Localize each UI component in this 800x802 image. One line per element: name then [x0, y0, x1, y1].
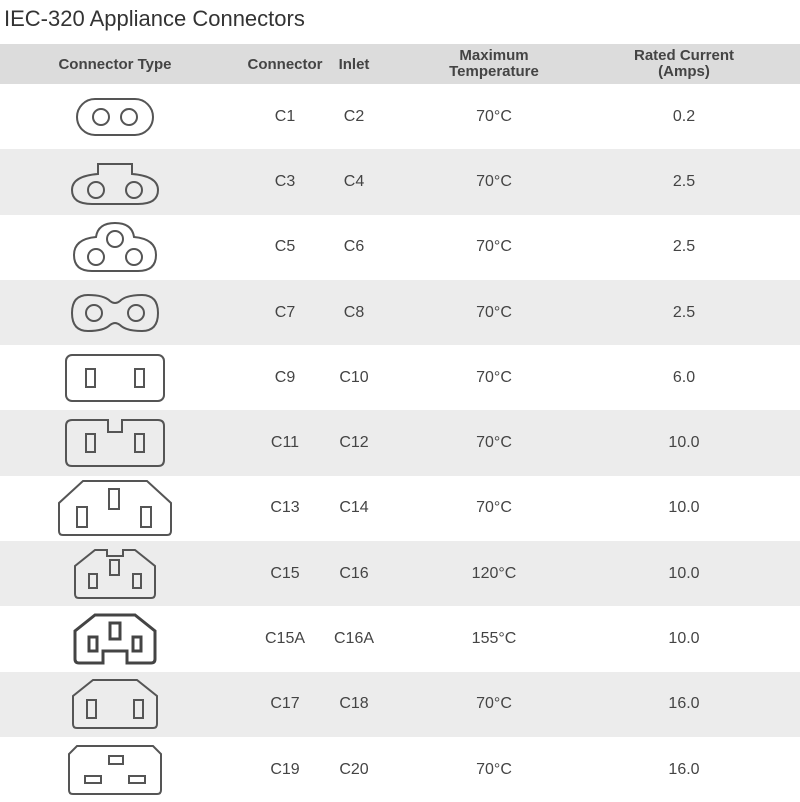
c1-connector-icon — [0, 91, 230, 143]
current-cell: 10.0 — [668, 499, 700, 517]
connector-cell: C19 — [270, 760, 300, 778]
inlet-cell: C20 — [339, 760, 369, 778]
inlet-cell: C4 — [343, 172, 365, 190]
current-cell: 6.0 — [672, 368, 696, 386]
temperature-cell: 70°C — [476, 368, 512, 386]
inlet-cell: C16 — [339, 564, 369, 582]
c3-connector-icon — [0, 154, 230, 210]
current-cell: 0.2 — [672, 107, 696, 125]
temperature-cell: 155°C — [471, 630, 517, 648]
c5-connector-icon — [0, 217, 230, 277]
current-cell: 2.5 — [672, 238, 696, 256]
page-title: IEC-320 Appliance Connectors — [4, 6, 305, 31]
c19-connector-icon — [0, 742, 230, 798]
table-row: C15 C16 120°C 10.0 — [0, 541, 800, 607]
inlet-cell: C14 — [339, 499, 369, 517]
temperature-cell: 70°C — [476, 760, 512, 778]
table-row: C7 C8 70°C 2.5 — [0, 279, 800, 346]
connector-cell: C15A — [264, 630, 306, 648]
table-row: C17 C18 70°C 16.0 — [0, 671, 800, 737]
inlet-cell: C6 — [343, 238, 365, 256]
table-row: C1 C2 70°C 0.2 — [0, 84, 800, 150]
temperature-cell: 120°C — [471, 564, 517, 582]
connector-cell: C3 — [274, 172, 296, 190]
temperature-cell: 70°C — [476, 303, 512, 321]
connector-cell: C9 — [274, 368, 296, 386]
temperature-cell: 70°C — [476, 499, 512, 517]
current-cell: 16.0 — [668, 760, 700, 778]
table-header: Connector Type Connector Inlet Maximum T… — [0, 44, 800, 84]
connector-cell: C17 — [270, 695, 300, 713]
connector-cell: C11 — [270, 434, 300, 452]
current-cell: 10.0 — [668, 564, 700, 582]
table-row: C3 C4 70°C 2.5 — [0, 149, 800, 215]
header-current-line2: (Amps) — [658, 63, 710, 80]
table-row: C13 C14 70°C 10.0 — [0, 475, 800, 542]
c15-connector-icon — [0, 546, 230, 602]
temperature-cell: 70°C — [476, 238, 512, 256]
current-cell: 2.5 — [672, 172, 696, 190]
header-connector: Connector — [247, 55, 323, 73]
connector-cell: C1 — [274, 107, 296, 125]
table-row: C11 C12 70°C 10.0 — [0, 410, 800, 476]
inlet-cell: C2 — [343, 107, 365, 125]
header-max-temperature: Maximum Temperature — [396, 48, 592, 80]
c17-connector-icon — [0, 676, 230, 732]
current-cell: 10.0 — [668, 434, 700, 452]
temperature-cell: 70°C — [476, 695, 512, 713]
connector-cell: C15 — [270, 564, 300, 582]
inlet-cell: C8 — [343, 303, 365, 321]
inlet-cell: C16A — [333, 630, 375, 648]
current-cell: 2.5 — [672, 303, 696, 321]
table-row: C19 C20 70°C 16.0 — [0, 736, 800, 802]
connector-table: Connector Type Connector Inlet Maximum T… — [0, 44, 800, 802]
inlet-cell: C18 — [339, 695, 369, 713]
table-row: C5 C6 70°C 2.5 — [0, 214, 800, 280]
header-inlet: Inlet — [338, 55, 370, 73]
temperature-cell: 70°C — [476, 172, 512, 190]
inlet-cell: C10 — [339, 368, 369, 386]
current-cell: 16.0 — [668, 695, 700, 713]
connector-cell: C5 — [274, 238, 296, 256]
header-current-line1: Rated Current — [633, 47, 734, 64]
c7-connector-icon — [0, 287, 230, 339]
connector-cell: C13 — [270, 499, 300, 517]
c15a-connector-icon — [0, 611, 230, 667]
connector-cell: C7 — [274, 303, 296, 321]
table-row: C9 C10 70°C 6.0 — [0, 345, 800, 411]
current-cell: 10.0 — [668, 630, 700, 648]
header-temp-line1: Maximum — [459, 47, 529, 64]
c13-connector-icon — [0, 477, 230, 539]
inlet-cell: C12 — [339, 434, 369, 452]
header-rated-current: Rated Current (Amps) — [584, 48, 784, 80]
header-connector-type: Connector Type — [58, 55, 172, 73]
header-temp-line2: Temperature — [449, 63, 539, 80]
temperature-cell: 70°C — [476, 107, 512, 125]
table-row: C15A C16A 155°C 10.0 — [0, 606, 800, 672]
c9-connector-icon — [0, 351, 230, 405]
temperature-cell: 70°C — [476, 434, 512, 452]
c11-connector-icon — [0, 416, 230, 470]
